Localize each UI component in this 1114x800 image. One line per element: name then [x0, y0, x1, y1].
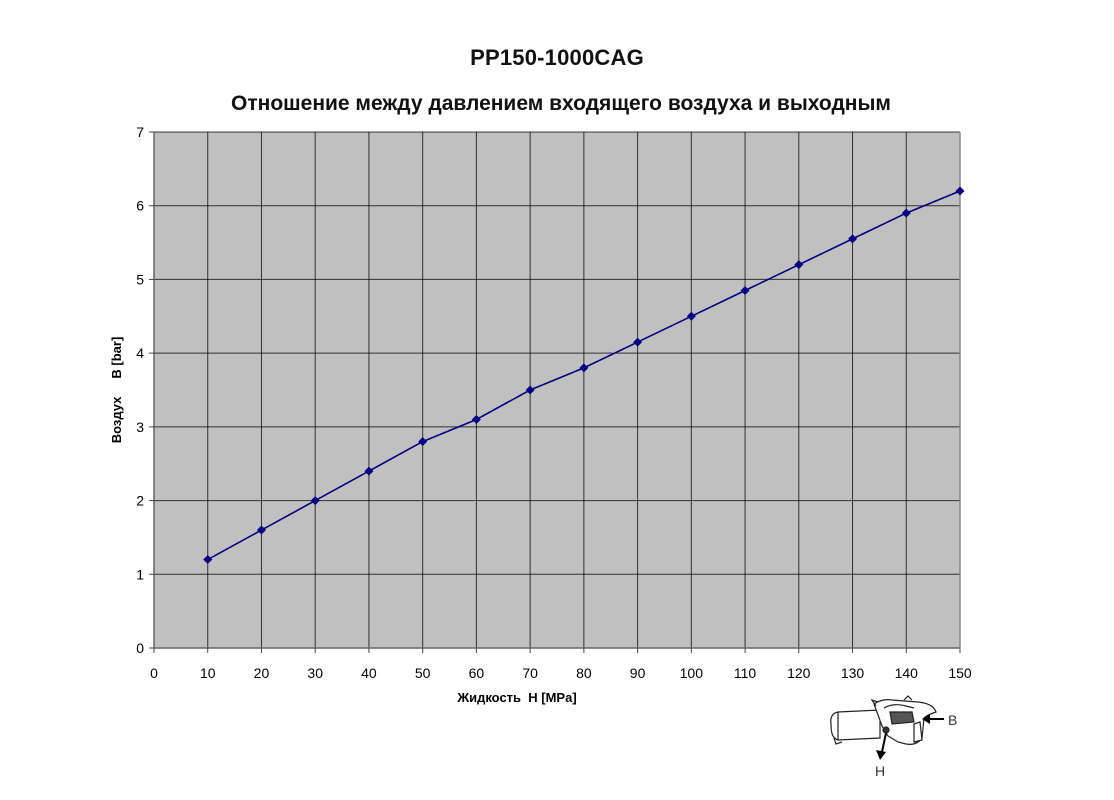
- x-tick-label: 0: [150, 665, 158, 681]
- x-tick-label: 110: [734, 665, 757, 681]
- x-tick-label: 10: [200, 665, 216, 681]
- y-tick-label: 1: [136, 566, 144, 582]
- plot-background: [154, 132, 960, 648]
- y-axis-title: Воздух B [bar]: [109, 337, 124, 444]
- data-point-marker: [418, 437, 428, 447]
- axes: [149, 131, 961, 653]
- data-point-marker: [955, 186, 965, 196]
- data-point-marker: [633, 337, 643, 347]
- x-tick-label: 80: [576, 665, 592, 681]
- x-tick-label: 30: [307, 665, 323, 681]
- device-diagram-icon: [830, 695, 937, 745]
- x-tick-label: 130: [841, 665, 865, 681]
- y-tick-label: 6: [136, 198, 144, 214]
- chart-title: Отношение между давлением входящего возд…: [231, 92, 891, 115]
- data-point-marker: [364, 466, 374, 476]
- data-point-marker: [310, 496, 320, 506]
- data-point-marker: [203, 555, 213, 565]
- y-tick-label: 2: [136, 493, 144, 509]
- data-point-marker: [794, 260, 804, 270]
- x-tick-label: 50: [415, 665, 431, 681]
- data-point-marker: [686, 311, 696, 321]
- plot-area: [154, 132, 960, 648]
- data-point-marker: [525, 385, 535, 395]
- x-tick-label: 60: [469, 665, 485, 681]
- x-tick-label: 140: [895, 665, 919, 681]
- model-title: PP150-1000CAG: [470, 45, 644, 70]
- data-point-marker: [740, 285, 750, 295]
- x-tick-label: 120: [787, 665, 811, 681]
- y-tick-label: 4: [136, 345, 144, 361]
- data-point-marker: [901, 208, 911, 218]
- y-tick-label: 7: [136, 124, 144, 140]
- y-tick-label: 5: [136, 271, 144, 287]
- data-point-marker: [471, 414, 481, 424]
- arrow-h-icon: [876, 732, 887, 760]
- data-point-marker: [256, 525, 266, 535]
- x-tick-label: 90: [630, 665, 646, 681]
- data-point-marker: [848, 234, 858, 244]
- x-tick-label: 100: [680, 665, 704, 681]
- x-axis-title: Жидкость H [MPa]: [456, 690, 576, 705]
- x-tick-label: 40: [361, 665, 377, 681]
- arrow-b-icon: [922, 714, 944, 724]
- label-b: B: [948, 712, 957, 728]
- y-tick-label: 0: [136, 640, 144, 656]
- x-tick-label: 150: [948, 665, 972, 681]
- data-series: [203, 186, 965, 565]
- label-h: H: [875, 763, 885, 779]
- y-tick-label: 3: [136, 419, 144, 435]
- x-tick-label: 20: [254, 665, 270, 681]
- data-point-marker: [579, 363, 589, 373]
- x-tick-label: 70: [522, 665, 538, 681]
